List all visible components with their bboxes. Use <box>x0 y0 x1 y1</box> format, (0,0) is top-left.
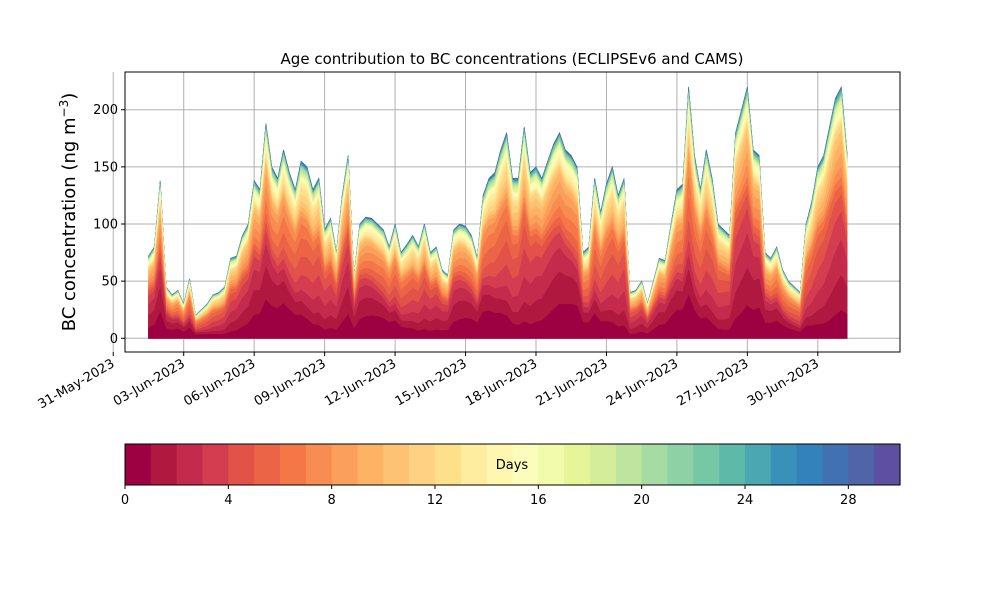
colorbar-tick-label: 28 <box>840 493 857 508</box>
x-axis-ticks: 31-May-202303-Jun-202306-Jun-202309-Jun-… <box>36 352 822 412</box>
colorbar-segment <box>409 444 436 485</box>
colorbar-segment <box>305 444 333 485</box>
colorbar-segment <box>538 444 565 485</box>
colorbar-segment <box>719 444 746 485</box>
y-axis-ticks: 0 50 100 150 200 <box>93 103 125 347</box>
colorbar-segment <box>202 444 229 485</box>
colorbar-segment <box>331 444 359 485</box>
colorbar-label: Days <box>496 458 529 473</box>
colorbar-tick-label: 24 <box>737 493 754 508</box>
x-tick-label: 18-Jun-2023 <box>463 356 540 409</box>
colorbar-segment <box>486 444 514 485</box>
colorbar-segment <box>564 444 591 485</box>
y-tick-label: 200 <box>93 103 118 118</box>
colorbar-segment <box>125 444 152 485</box>
colorbar-segment <box>435 444 462 485</box>
colorbar-segment <box>745 444 772 485</box>
colorbar-segment <box>770 444 798 485</box>
colorbar-tick-label: 12 <box>427 493 444 508</box>
x-tick-label: 03-Jun-2023 <box>111 356 188 409</box>
x-tick-label: 21-Jun-2023 <box>534 356 611 409</box>
colorbar-segment <box>667 444 694 485</box>
y-tick-label: 150 <box>93 160 118 175</box>
colorbar-tick-label: 4 <box>224 493 232 508</box>
colorbar-frame <box>124 443 901 486</box>
y-axis-label: BC concentration (ng m−3) <box>57 93 80 332</box>
y-tick-label: 0 <box>110 332 118 347</box>
x-tick-label: 09-Jun-2023 <box>252 356 329 409</box>
colorbar-segment <box>874 444 901 485</box>
colorbar-segment <box>590 444 617 485</box>
x-tick-label: 06-Jun-2023 <box>181 356 258 409</box>
stacked-areas <box>148 85 848 339</box>
x-tick-label: 31-May-2023 <box>36 356 118 412</box>
plot-frame <box>124 71 901 353</box>
x-tick-label: 15-Jun-2023 <box>393 356 470 409</box>
colorbar-ticks: 0 4 8 12 16 20 24 28 <box>121 485 857 508</box>
age-band-area-0 <box>148 294 848 339</box>
colorbar-segment <box>150 444 178 485</box>
colorbar-segment <box>641 444 669 485</box>
colorbar-segment <box>228 444 255 485</box>
y-tick-label: 50 <box>101 275 118 290</box>
colorbar-segment <box>796 444 824 485</box>
colorbar-segment <box>822 444 849 485</box>
colorbar-tick-label: 8 <box>328 493 336 508</box>
y-tick-label: 100 <box>93 218 118 233</box>
x-tick-label: 12-Jun-2023 <box>322 356 399 409</box>
colorbar-segment <box>357 444 384 485</box>
x-tick-label: 24-Jun-2023 <box>604 356 681 409</box>
colorbar-segment <box>615 444 643 485</box>
colorbar-tick-label: 16 <box>530 493 547 508</box>
colorbar <box>124 443 901 486</box>
colorbar-segment <box>383 444 410 485</box>
colorbar-segment <box>280 444 307 485</box>
colorbar-segment <box>848 444 875 485</box>
x-tick-label: 27-Jun-2023 <box>675 356 752 409</box>
colorbar-segment <box>460 444 488 485</box>
colorbar-segment <box>512 444 539 485</box>
colorbar-segment <box>176 444 204 485</box>
colorbar-segment <box>254 444 281 485</box>
x-tick-label: 30-Jun-2023 <box>745 356 822 409</box>
chart-title: Age contribution to BC concentrations (E… <box>281 50 744 68</box>
colorbar-tick-label: 20 <box>633 493 650 508</box>
colorbar-tick-label: 0 <box>121 493 129 508</box>
colorbar-segment <box>693 444 720 485</box>
